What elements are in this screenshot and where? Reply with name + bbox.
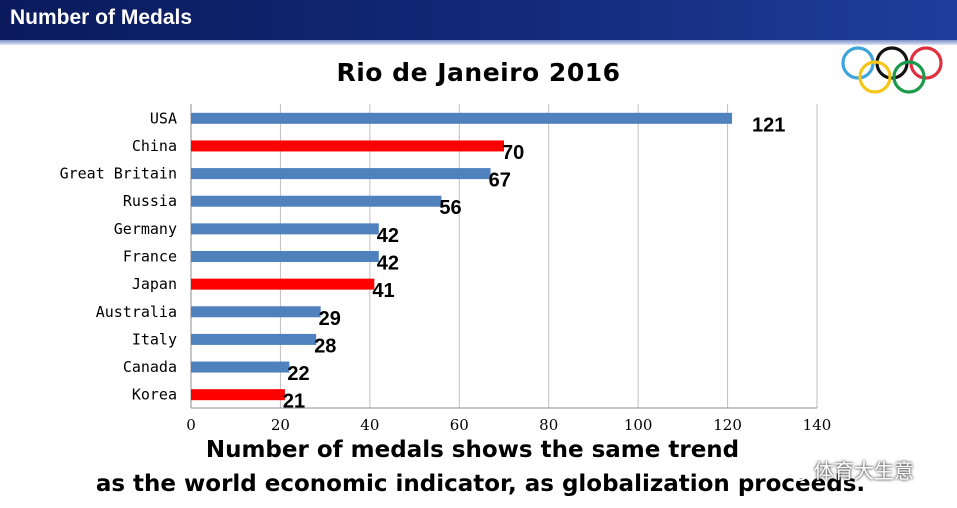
category-label: France <box>123 248 177 266</box>
category-label: Australia <box>96 303 177 321</box>
watermark: 体育大生意 <box>780 455 914 484</box>
value-label: 42 <box>377 225 399 247</box>
x-tick-label: 60 <box>450 416 469 434</box>
bar-korea <box>191 389 285 401</box>
caption-line-1: Number of medals shows the same trend <box>205 437 740 463</box>
wechat-icon <box>781 461 808 481</box>
category-label: USA <box>150 109 177 127</box>
category-label: Korea <box>132 386 177 404</box>
header-bar: Number of Medals <box>0 0 957 40</box>
value-label: 29 <box>319 308 341 330</box>
bar-france <box>191 251 379 262</box>
bars-layer <box>191 112 733 401</box>
labels-layer: 0 20 40 60 80 100 120 140 USA 121 China 70 Great Bri… <box>60 109 832 434</box>
x-tick-label: 0 <box>186 416 196 434</box>
header-divider <box>0 40 957 45</box>
value-label: 70 <box>502 142 524 164</box>
category-label: Great Britain <box>60 165 177 183</box>
bar-australia <box>191 306 321 318</box>
category-label: Germany <box>114 220 177 238</box>
watermark-text: 体育大生意 <box>814 459 914 483</box>
value-label: 67 <box>489 170 511 192</box>
category-label: China <box>132 137 177 155</box>
olympic-rings-icon <box>841 46 943 94</box>
x-tick-label: 100 <box>624 416 653 434</box>
category-label: Italy <box>132 330 177 348</box>
caption-line-2: as the world economic indicator, as glob… <box>95 471 866 497</box>
value-label: 28 <box>314 335 336 357</box>
grid-layer <box>190 104 818 409</box>
x-tick-label: 140 <box>803 416 832 434</box>
value-label: 121 <box>752 114 785 136</box>
x-tick-label: 120 <box>713 416 742 434</box>
ring-yellow <box>858 60 892 94</box>
value-label: 21 <box>283 391 305 413</box>
bar-italy <box>191 333 317 345</box>
value-label: 42 <box>377 253 399 275</box>
x-tick-label: 80 <box>539 416 558 434</box>
value-label: 22 <box>287 363 309 385</box>
category-label: Canada <box>123 358 177 376</box>
value-label: 56 <box>439 197 461 219</box>
x-tick-label: 20 <box>271 416 290 434</box>
bar-great-britain <box>191 168 491 180</box>
bar-usa <box>191 112 733 124</box>
ring-green <box>892 60 926 94</box>
category-label: Japan <box>132 275 177 293</box>
chart-title: Rio de Janeiro 2016 <box>336 58 621 87</box>
bar-germany <box>191 223 379 235</box>
bar-japan <box>191 278 375 290</box>
bar-russia <box>191 195 442 207</box>
bar-china <box>191 140 504 152</box>
x-tick-label: 40 <box>360 416 379 434</box>
header-title: Number of Medals <box>10 6 193 29</box>
bar-canada <box>191 361 290 373</box>
value-label: 41 <box>372 280 394 302</box>
category-label: Russia <box>123 192 177 210</box>
